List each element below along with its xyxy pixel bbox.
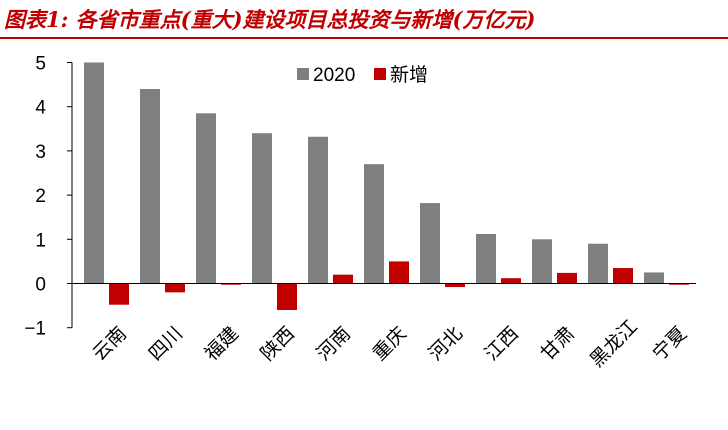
title-divider bbox=[0, 37, 728, 39]
y-tick-label: 5 bbox=[35, 54, 46, 75]
category-label: 甘肃 bbox=[537, 323, 579, 365]
bar-2020-10 bbox=[644, 272, 664, 284]
axes-group: −1 0 1 2 3 4 5 云南 四川 福建 陕西 河南 重庆 河北 江西 甘肃 黑龙江 宁夏 bbox=[24, 54, 696, 372]
category-label: 江西 bbox=[481, 323, 523, 365]
bar-new-5 bbox=[389, 261, 409, 284]
y-tick-label: 2 bbox=[35, 186, 46, 207]
bar-new-9 bbox=[613, 268, 633, 284]
y-tick-label: 3 bbox=[35, 142, 46, 163]
y-tick-label: −1 bbox=[24, 319, 46, 340]
bar-2020-9 bbox=[588, 243, 608, 284]
category-label: 宁夏 bbox=[649, 323, 691, 365]
category-label: 陕西 bbox=[257, 323, 299, 365]
chart-title: 图表1: 各省市重点(重大)建设项目总投资与新增(万亿元) bbox=[4, 7, 536, 32]
legend-label-2020: 2020 bbox=[313, 65, 355, 86]
bar-new-10 bbox=[669, 283, 689, 285]
bar-new-1 bbox=[165, 283, 185, 293]
legend-label-new: 新增 bbox=[390, 64, 428, 86]
bar-2020-3 bbox=[252, 133, 272, 284]
legend: 2020 新增 bbox=[297, 64, 428, 86]
y-tick-label: 0 bbox=[35, 275, 46, 296]
category-label: 云南 bbox=[89, 323, 131, 365]
category-label: 重庆 bbox=[369, 323, 411, 365]
category-label: 四川 bbox=[145, 323, 187, 365]
bar-2020-1 bbox=[140, 89, 160, 284]
bar-2020-8 bbox=[532, 239, 552, 284]
bar-new-0 bbox=[109, 283, 129, 305]
y-tick-label: 1 bbox=[35, 230, 46, 251]
category-label: 河南 bbox=[313, 323, 355, 365]
category-label: 福建 bbox=[201, 323, 243, 365]
bar-2020-6 bbox=[420, 203, 440, 284]
y-tick-label: 4 bbox=[35, 98, 46, 119]
bar-2020-7 bbox=[476, 233, 496, 284]
bars-group bbox=[84, 62, 689, 311]
bar-2020-2 bbox=[196, 113, 216, 284]
legend-swatch-new bbox=[374, 68, 386, 80]
bar-2020-0 bbox=[84, 62, 104, 284]
category-label: 黑龙江 bbox=[586, 316, 642, 372]
legend-swatch-2020 bbox=[297, 68, 309, 80]
bar-new-2 bbox=[221, 283, 241, 285]
bar-2020-5 bbox=[364, 164, 384, 284]
bar-new-6 bbox=[445, 283, 465, 288]
bar-new-4 bbox=[333, 274, 353, 284]
bar-2020-4 bbox=[308, 136, 328, 284]
bar-new-8 bbox=[557, 272, 577, 284]
bar-new-3 bbox=[277, 283, 297, 311]
category-label: 河北 bbox=[425, 323, 467, 365]
bar-new-7 bbox=[501, 278, 521, 284]
